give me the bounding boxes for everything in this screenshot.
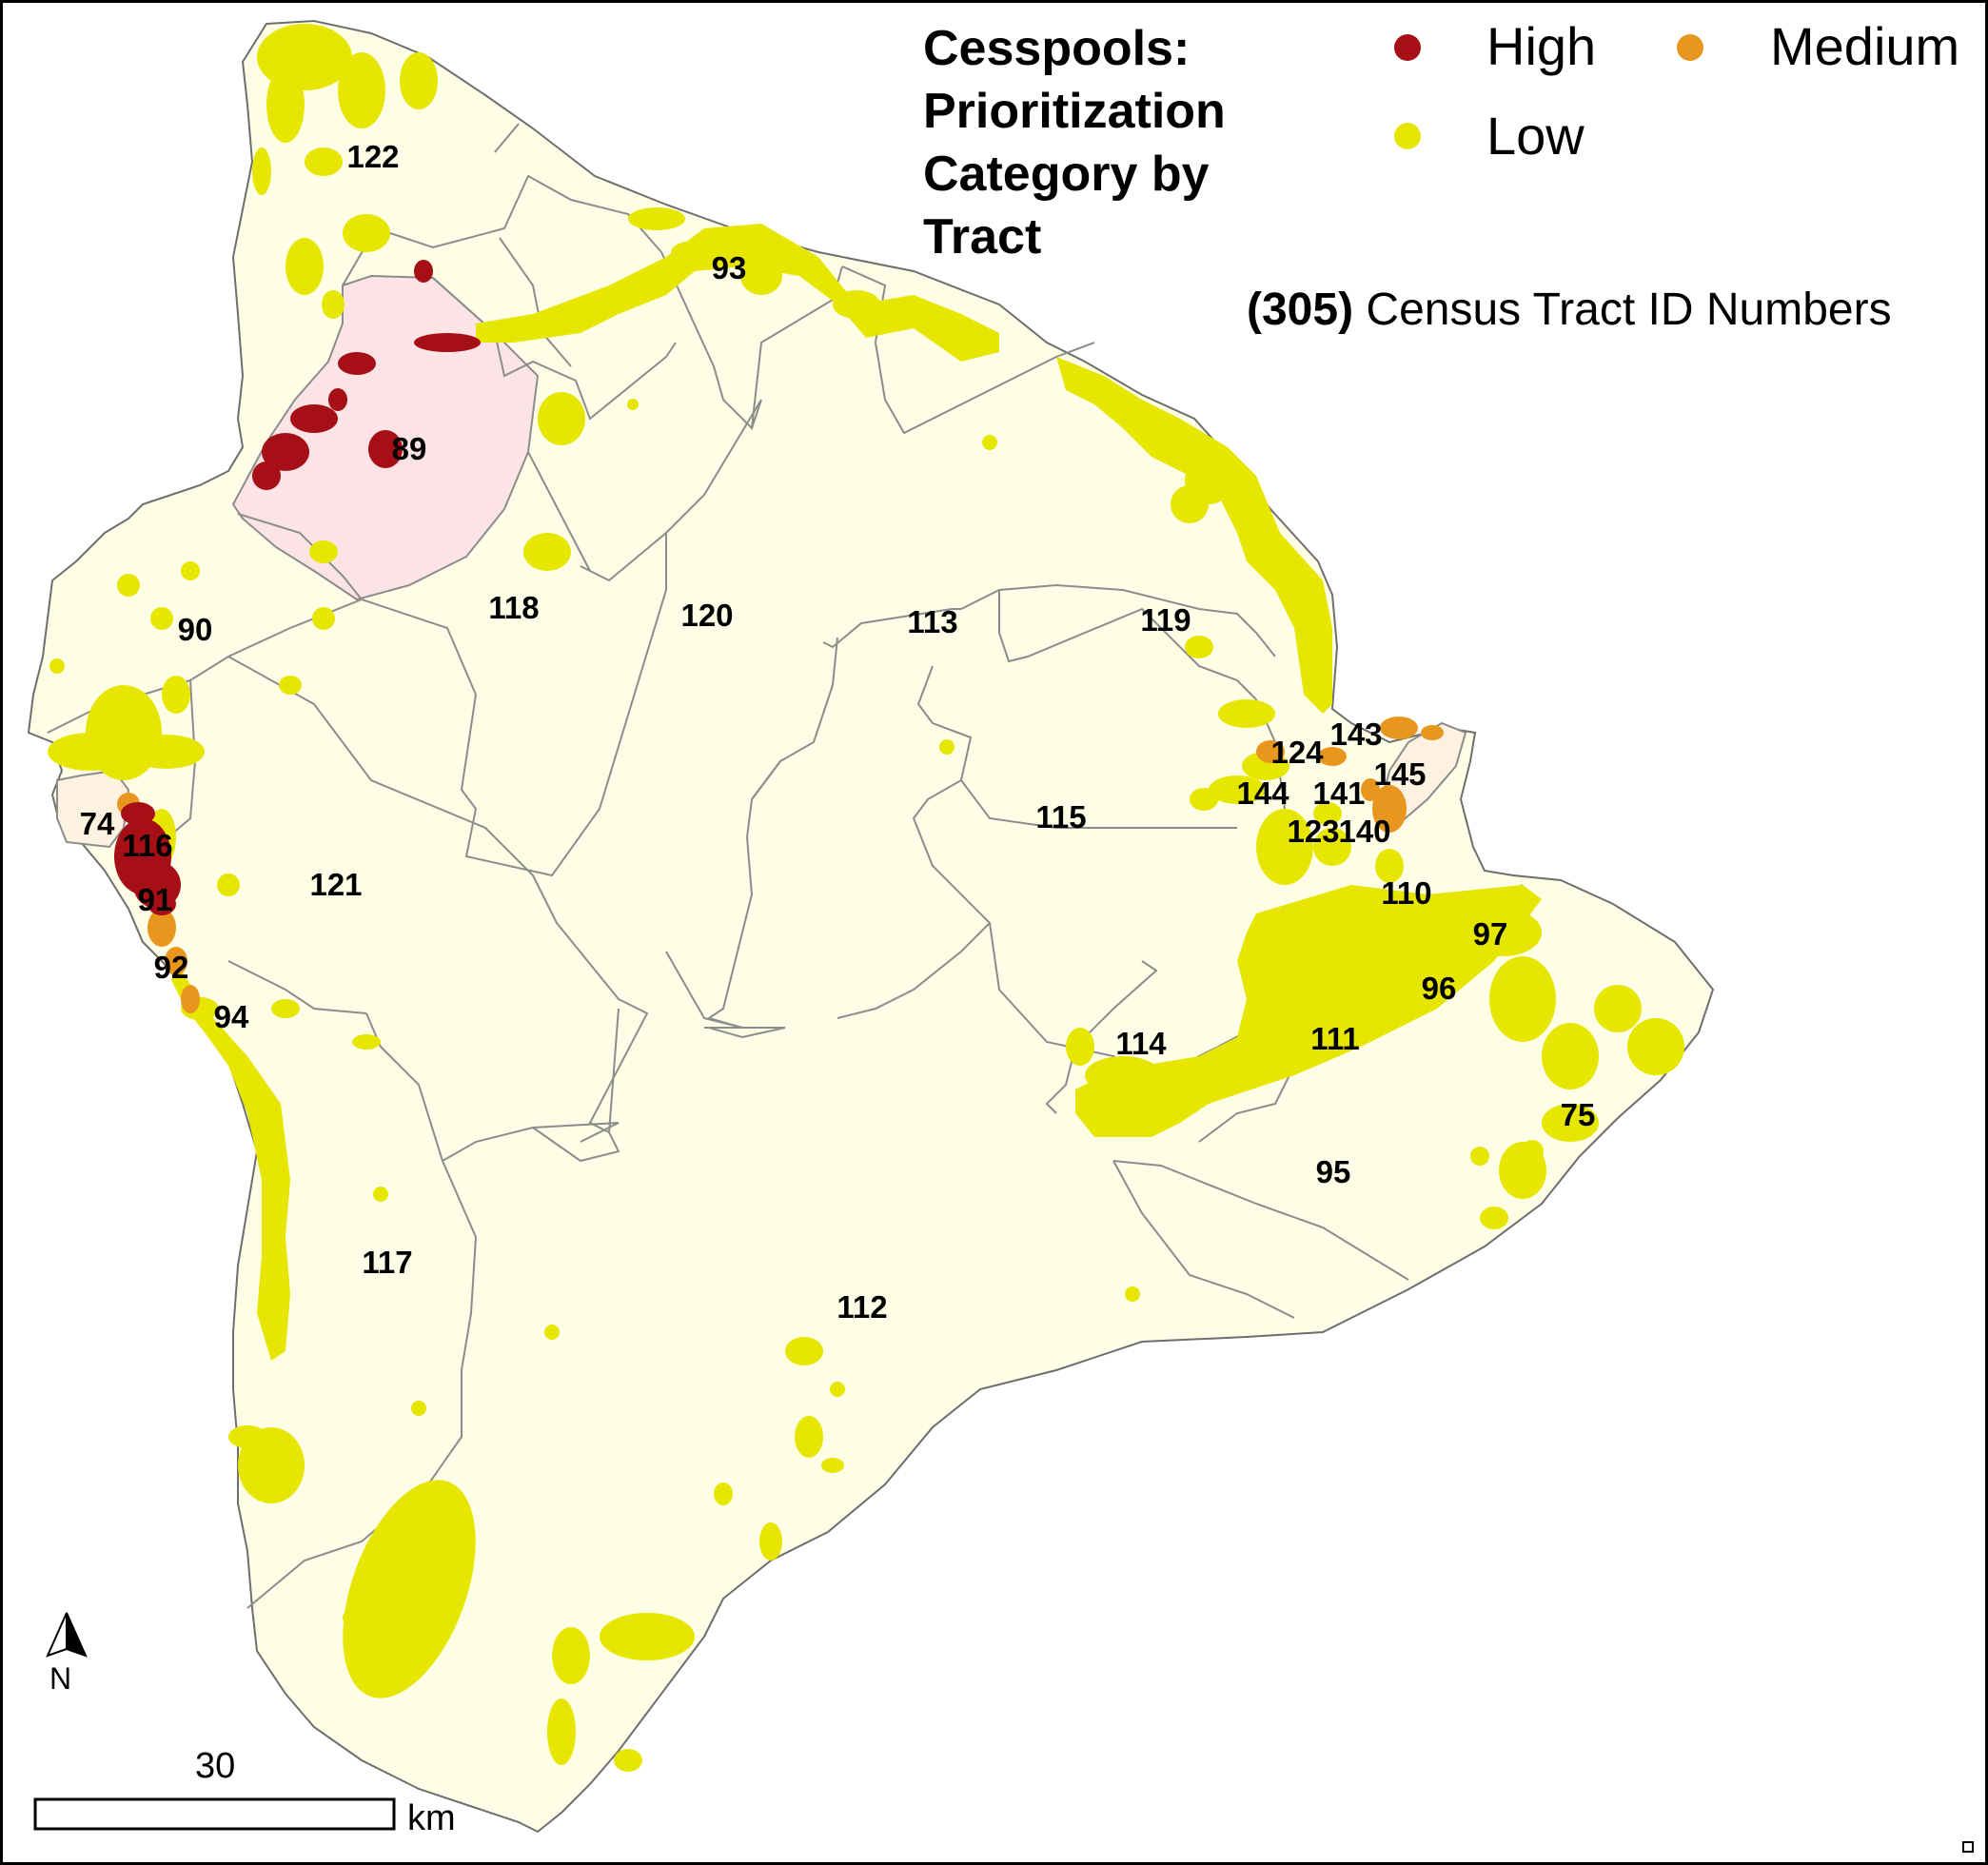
legend-title-line: Category by xyxy=(923,147,1210,202)
legend-medium-swatch xyxy=(1677,34,1703,61)
tract-label: 74 xyxy=(80,806,115,841)
tract-label: 120 xyxy=(680,598,733,633)
tract-label: 115 xyxy=(1035,799,1086,834)
tract-label: 116 xyxy=(122,828,172,863)
tract-label: 145 xyxy=(1373,756,1426,792)
tract-label: 119 xyxy=(1140,602,1191,638)
tract-label: 110 xyxy=(1381,875,1431,911)
tract-label: 118 xyxy=(488,590,539,625)
tract-label: 113 xyxy=(907,604,957,639)
tract-label: 91 xyxy=(138,882,173,917)
north-label: N xyxy=(49,1661,72,1696)
tract-label: 122 xyxy=(346,139,399,174)
census-note-text: Census Tract ID Numbers xyxy=(1366,285,1892,335)
tract-label: 123 xyxy=(1287,814,1339,849)
tract-label: 140 xyxy=(1338,814,1390,849)
tract-label: 75 xyxy=(1561,1097,1596,1132)
legend-medium-label: Medium xyxy=(1770,16,1960,76)
scale-bar xyxy=(33,1797,396,1831)
legend-title-line: Tract xyxy=(923,209,1042,265)
tract-label: 92 xyxy=(154,950,189,985)
tract-label: 143 xyxy=(1329,717,1382,752)
north-arrow-icon xyxy=(46,1612,88,1658)
scale-value: 30 xyxy=(195,1746,236,1786)
tract-label: 111 xyxy=(1310,1021,1359,1056)
tract-label: 96 xyxy=(1422,971,1457,1006)
tract-label: 95 xyxy=(1316,1154,1351,1189)
legend-high-swatch xyxy=(1394,34,1421,61)
legend-title-line: Cesspools: xyxy=(923,21,1191,76)
census-note-id: (305) xyxy=(1247,285,1354,335)
legend-title: Cesspools: Prioritization Category by Tr… xyxy=(923,17,1226,268)
medium-cesspools xyxy=(117,717,1444,1013)
tract-label: 90 xyxy=(178,612,213,647)
tract-label: 141 xyxy=(1312,775,1365,811)
tract-74-area[interactable] xyxy=(56,769,130,849)
tract-label: 124 xyxy=(1270,735,1324,770)
low-cesspools xyxy=(48,24,1684,1772)
tract-label: 97 xyxy=(1473,916,1508,952)
legend-high-label: High xyxy=(1486,16,1597,76)
tract-label: 144 xyxy=(1236,775,1289,811)
scale-unit: km xyxy=(407,1798,456,1838)
tract-label: 121 xyxy=(309,867,362,902)
tract-label: 114 xyxy=(1115,1026,1167,1061)
tract-label: 117 xyxy=(362,1245,412,1280)
legend-title-line: Prioritization xyxy=(923,84,1226,139)
tract-label: 112 xyxy=(837,1289,887,1325)
tract-label: 89 xyxy=(392,431,427,466)
tract-labels: 122 93 89 118 120 113 119 90 143 124 145… xyxy=(80,139,1596,1325)
legend-low-swatch xyxy=(1394,123,1421,149)
high-cesspools xyxy=(114,260,481,915)
legend-low-label: Low xyxy=(1486,106,1584,166)
corner-resize-handle[interactable] xyxy=(1962,1841,1974,1853)
tract-label: 93 xyxy=(712,250,747,285)
tract-label: 94 xyxy=(214,999,249,1034)
census-tract-note: (305) Census Tract ID Numbers xyxy=(1247,284,1892,336)
